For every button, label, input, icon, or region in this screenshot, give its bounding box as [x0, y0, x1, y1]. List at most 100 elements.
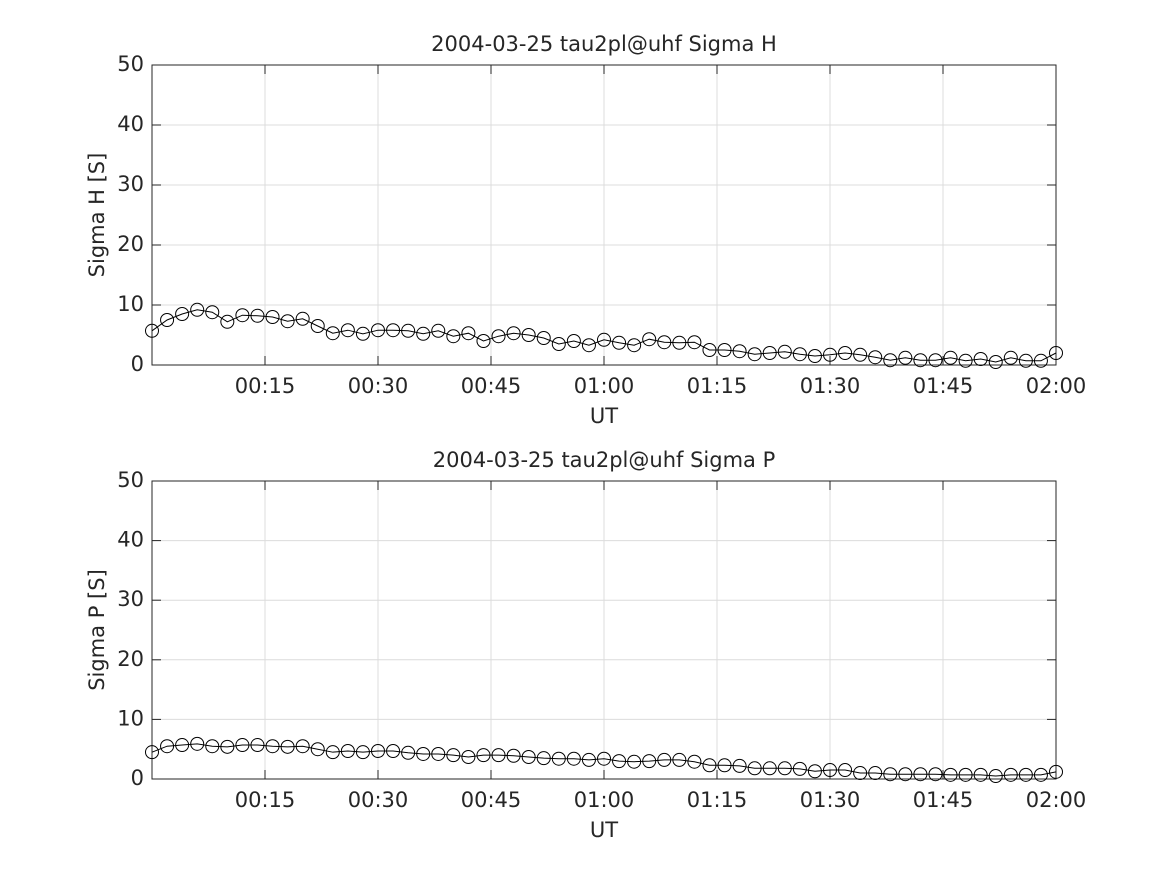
- data-point: [597, 751, 611, 766]
- data-point: [386, 743, 401, 758]
- data-point: [687, 335, 702, 350]
- data-point: [792, 761, 807, 776]
- data-point: [928, 353, 943, 368]
- data-line: [151, 743, 1057, 777]
- data-point: [913, 767, 928, 782]
- data-point: [175, 738, 190, 753]
- data-point: [612, 754, 627, 769]
- data-point: [702, 343, 717, 357]
- chart-title: 2004-03-25 tau2pl@uhf Sigma H: [431, 32, 777, 56]
- data-point: [1018, 353, 1033, 368]
- data-point: [747, 761, 762, 776]
- x-tick-label: 01:45: [913, 788, 974, 812]
- data-point: [973, 767, 988, 782]
- data-point: [838, 346, 853, 360]
- data-point: [310, 319, 325, 333]
- y-tick-label: 20: [117, 647, 144, 671]
- x-axis-label: UT: [590, 404, 618, 428]
- data-point: [717, 758, 732, 773]
- x-tick-label: 00:45: [461, 788, 522, 812]
- data-point: [295, 311, 310, 326]
- data-point: [988, 769, 1003, 784]
- data-point: [597, 332, 611, 347]
- y-tick-label: 50: [117, 52, 144, 76]
- data-point: [702, 758, 717, 773]
- data-point: [747, 347, 762, 362]
- data-point: [717, 343, 732, 357]
- x-tick-label: 01:30: [800, 788, 861, 812]
- data-point: [340, 743, 355, 758]
- data-point: [823, 763, 837, 778]
- y-tick-label: 50: [117, 468, 144, 492]
- x-tick-label: 00:45: [461, 374, 522, 398]
- x-tick-label: 01:00: [574, 788, 635, 812]
- x-tick-label: 00:15: [235, 788, 296, 812]
- data-point: [386, 323, 401, 338]
- data-point: [220, 314, 235, 329]
- data-point: [355, 745, 370, 760]
- y-tick-label: 40: [117, 112, 144, 136]
- data-point: [310, 742, 325, 757]
- data-point: [792, 347, 807, 362]
- data-point: [431, 323, 446, 338]
- data-point: [190, 736, 205, 751]
- data-point: [145, 323, 159, 338]
- y-tick-label: 20: [117, 232, 144, 256]
- data-point: [777, 761, 792, 776]
- data-point: [777, 344, 792, 359]
- data-point: [476, 334, 491, 348]
- data-point: [160, 739, 175, 754]
- data-point: [536, 751, 551, 766]
- data-point: [566, 334, 581, 348]
- data-point: [657, 752, 672, 767]
- y-tick-label: 30: [117, 587, 144, 611]
- x-tick-label: 01:30: [800, 374, 861, 398]
- data-point: [1003, 767, 1018, 782]
- x-tick-label: 01:15: [687, 374, 748, 398]
- data-point: [1033, 353, 1048, 368]
- x-tick-label: 02:00: [1026, 788, 1087, 812]
- data-point: [988, 355, 1003, 369]
- data-point: [807, 349, 822, 363]
- data-point: [868, 350, 883, 365]
- y-tick-label: 0: [131, 352, 144, 376]
- data-point: [265, 310, 280, 324]
- data-point: [536, 331, 551, 345]
- data-point: [551, 751, 566, 766]
- data-point: [250, 308, 265, 323]
- x-tick-label: 01:00: [574, 374, 635, 398]
- data-point: [762, 346, 777, 360]
- data-point: [762, 761, 777, 776]
- data-point: [295, 739, 310, 754]
- data-point: [461, 326, 476, 341]
- data-point: [551, 337, 566, 351]
- y-tick-label: 10: [117, 292, 144, 316]
- data-point: [265, 739, 280, 754]
- axes-box: [151, 480, 1057, 780]
- x-tick-label: 00:15: [235, 374, 296, 398]
- x-tick-label: 02:00: [1026, 374, 1087, 398]
- data-point: [913, 353, 928, 368]
- data-point: [943, 767, 958, 782]
- data-point: [325, 326, 340, 341]
- y-tick-label: 0: [131, 766, 144, 790]
- data-point: [175, 307, 190, 321]
- axes-box: [151, 64, 1057, 366]
- x-tick-label: 00:30: [348, 788, 409, 812]
- data-point: [838, 763, 853, 778]
- data-point: [807, 764, 822, 779]
- data-point: [205, 739, 220, 754]
- data-point: [566, 751, 581, 766]
- data-point: [220, 739, 235, 754]
- data-point: [461, 749, 476, 764]
- data-point: [898, 350, 913, 365]
- data-line: [151, 309, 1057, 363]
- x-tick-label: 01:15: [687, 788, 748, 812]
- y-tick-label: 10: [117, 706, 144, 730]
- data-point: [1018, 767, 1033, 782]
- data-point: [657, 335, 672, 350]
- data-point: [371, 323, 385, 338]
- data-point: [235, 738, 250, 753]
- data-point: [476, 748, 491, 763]
- data-point: [371, 743, 385, 758]
